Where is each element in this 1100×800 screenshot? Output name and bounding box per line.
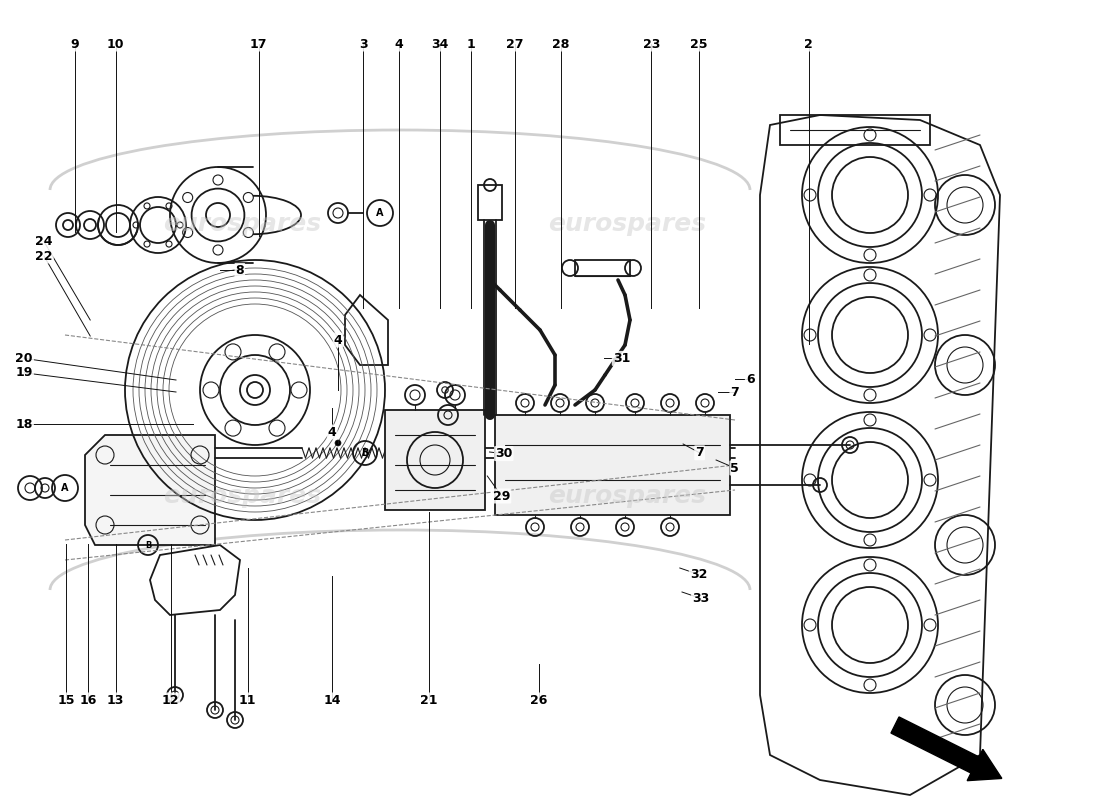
Text: eurospares: eurospares [548, 212, 706, 236]
Text: 15: 15 [57, 694, 75, 706]
Text: 2: 2 [804, 38, 813, 50]
Text: A: A [62, 483, 68, 493]
Bar [495, 415, 730, 515]
Bar [575, 260, 630, 276]
Text: 4: 4 [328, 426, 337, 438]
Text: 28: 28 [552, 38, 570, 50]
Text: 5: 5 [730, 462, 739, 474]
FancyArrow shape [891, 717, 1002, 781]
Text: B: B [361, 448, 368, 458]
Circle shape [336, 440, 341, 446]
Text: 4: 4 [333, 334, 342, 346]
Text: 23: 23 [642, 38, 660, 50]
Text: 32: 32 [690, 568, 707, 581]
Text: 33: 33 [692, 592, 710, 605]
Text: 3: 3 [359, 38, 367, 50]
Text: eurospares: eurospares [548, 484, 706, 508]
Text: 7: 7 [730, 386, 739, 398]
Text: 20: 20 [15, 352, 33, 365]
Bar [478, 185, 502, 220]
Bar [780, 115, 930, 145]
Text: 22: 22 [35, 250, 53, 262]
Text: 27: 27 [506, 38, 524, 50]
Text: A: A [376, 208, 384, 218]
Text: 13: 13 [107, 694, 124, 706]
Bar [385, 410, 485, 510]
Text: 34: 34 [431, 38, 449, 50]
Text: eurospares: eurospares [163, 484, 321, 508]
Text: 16: 16 [79, 694, 97, 706]
Text: 7: 7 [695, 446, 704, 459]
Text: 29: 29 [493, 490, 510, 502]
Text: 8: 8 [235, 264, 244, 277]
Text: 9: 9 [70, 38, 79, 50]
Text: 25: 25 [690, 38, 707, 50]
Text: B: B [145, 541, 151, 550]
Text: 11: 11 [239, 694, 256, 706]
Text: 4: 4 [395, 38, 404, 50]
Text: 18: 18 [15, 418, 33, 430]
Text: 12: 12 [162, 694, 179, 706]
Text: 14: 14 [323, 694, 341, 706]
Text: 19: 19 [15, 366, 33, 379]
Text: 10: 10 [107, 38, 124, 50]
Polygon shape [85, 435, 214, 545]
Text: 17: 17 [250, 38, 267, 50]
Text: 31: 31 [613, 352, 630, 365]
Text: 1: 1 [466, 38, 475, 50]
Text: 6: 6 [746, 373, 755, 386]
Text: 26: 26 [530, 694, 548, 706]
Text: 30: 30 [495, 447, 513, 460]
Text: eurospares: eurospares [163, 212, 321, 236]
Text: 24: 24 [35, 235, 53, 248]
Text: 21: 21 [420, 694, 438, 706]
